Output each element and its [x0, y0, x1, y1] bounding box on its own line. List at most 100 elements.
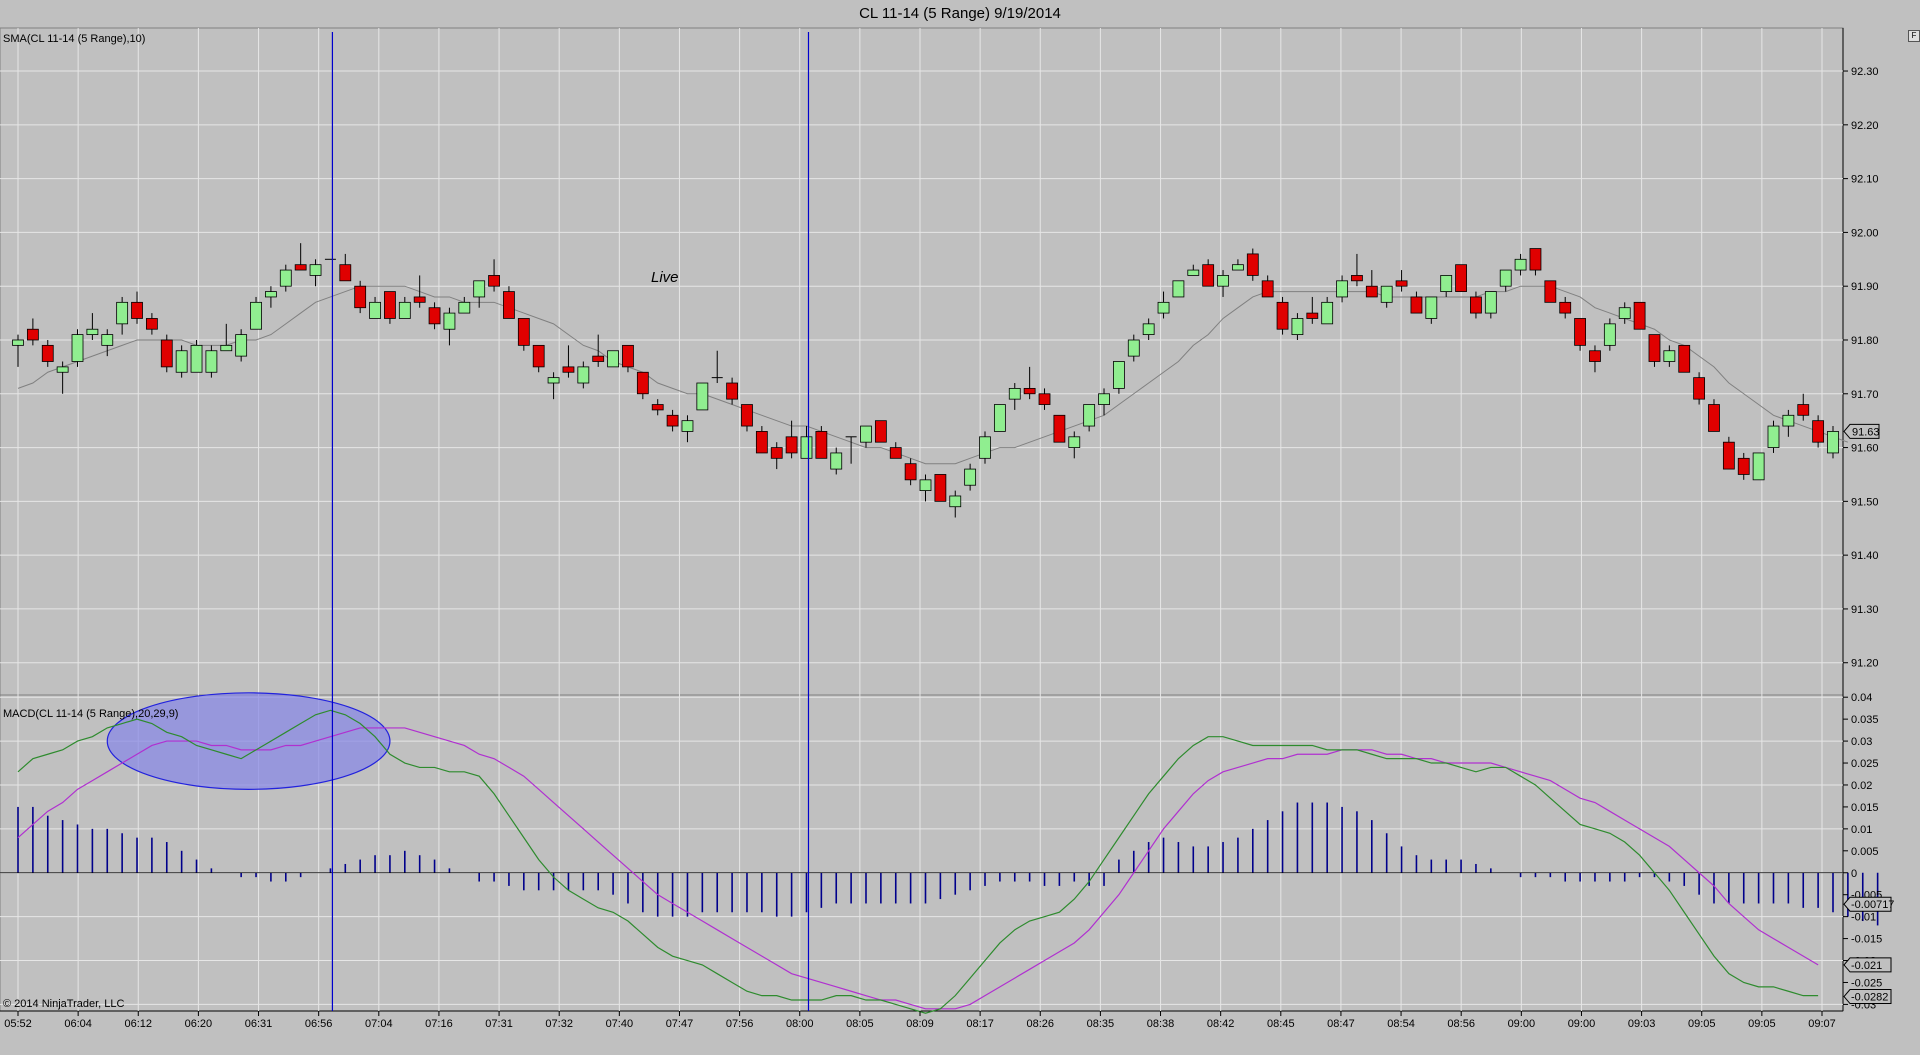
price-tick-label: 91.30 [1851, 604, 1879, 616]
macd-value-tag: -0.0282 [1843, 989, 1892, 1005]
candle [1455, 264, 1467, 292]
candle-body [517, 318, 530, 346]
candle [1544, 280, 1557, 303]
candle [815, 426, 828, 459]
candle [874, 420, 887, 443]
last-price-tag-box [1843, 423, 1880, 439]
candle-body [1276, 301, 1289, 330]
candle [1440, 275, 1453, 297]
candle [741, 404, 753, 432]
candle-body [145, 318, 158, 330]
candle [1276, 296, 1289, 335]
candle-body [874, 420, 887, 443]
candle-body [354, 285, 367, 309]
candle [175, 345, 188, 378]
macd-value-tag-text: -0.021 [1851, 960, 1882, 972]
candle-body [26, 328, 39, 341]
candle-body [1306, 312, 1319, 319]
candle [1068, 431, 1081, 459]
price-tick-label: 91.50 [1851, 496, 1879, 508]
price-tick-label: 92.10 [1851, 174, 1879, 186]
candle-body [71, 334, 84, 362]
candle [131, 291, 143, 324]
candle [294, 243, 307, 271]
time-tick-label: 07:32 [545, 1018, 573, 1030]
time-tick-label: 07:16 [425, 1018, 453, 1030]
candle [532, 344, 545, 373]
candle-body [1395, 280, 1408, 287]
candle [265, 286, 277, 308]
macd-line [17, 709, 1819, 1014]
candle-body [1023, 387, 1036, 395]
candle [1767, 420, 1780, 453]
candle [1038, 388, 1051, 410]
candle-body [1693, 377, 1706, 400]
time-tick-label: 08:38 [1147, 1018, 1175, 1030]
macd-tick-label: -0.01 [1851, 912, 1876, 924]
candle [1202, 259, 1215, 287]
candle [101, 329, 114, 357]
candle [800, 426, 813, 459]
price-tick-label: 91.80 [1851, 335, 1879, 347]
candle [428, 302, 441, 330]
time-tick-label: 08:47 [1327, 1018, 1355, 1030]
candle [1648, 334, 1661, 367]
candle [309, 259, 322, 287]
candle-body [1380, 285, 1393, 303]
macd-value-tag: -0.00717 [1843, 896, 1894, 912]
last-price-value: 91.63 [1852, 426, 1880, 438]
time-tick-label: 08:45 [1267, 1018, 1295, 1030]
candle-body [726, 382, 738, 400]
candle-body [592, 355, 605, 362]
candle-body [1827, 431, 1839, 454]
candle-body [503, 291, 515, 319]
candle [1633, 301, 1646, 330]
candle [1113, 361, 1125, 394]
candle-body [413, 296, 426, 303]
price-panel[interactable] [0, 27, 1844, 696]
macd-tick-label: 0.025 [1851, 758, 1879, 770]
candle-body [741, 404, 753, 427]
candle [1782, 409, 1795, 437]
macd-tick-label: 0.03 [1851, 736, 1872, 748]
highlight-ellipse[interactable] [106, 692, 391, 790]
candle-body [770, 447, 783, 459]
candle-body [1455, 264, 1467, 292]
candle-body [1544, 280, 1557, 303]
candle [1261, 275, 1274, 298]
candle-body [1038, 393, 1051, 405]
candle-body [949, 495, 962, 508]
candle-body [443, 312, 456, 330]
candle-body [785, 436, 798, 454]
time-tick-label: 08:26 [1027, 1018, 1055, 1030]
candle [1098, 388, 1110, 416]
time-tick-label: 05:52 [4, 1018, 32, 1030]
candle [755, 426, 768, 454]
candle [354, 280, 367, 314]
candle-body [1008, 387, 1021, 400]
candle-body [1113, 361, 1125, 389]
candle [889, 442, 902, 459]
candle-body [636, 371, 649, 395]
candle [1023, 366, 1036, 400]
candle-body [12, 339, 24, 346]
candle [1737, 452, 1750, 480]
candle-body [1633, 301, 1646, 330]
time-tick-label: 08:00 [786, 1018, 814, 1030]
time-tick-label: 06:12 [125, 1018, 153, 1030]
candle [1618, 302, 1631, 324]
candle-body [1365, 285, 1378, 298]
sma-line [17, 285, 1849, 465]
candle [1306, 296, 1319, 324]
time-tick-label: 09:05 [1688, 1018, 1716, 1030]
candle [369, 296, 381, 319]
candle-body [622, 344, 634, 368]
candle [681, 415, 694, 443]
candle [696, 382, 709, 411]
candlesticks [12, 243, 1839, 518]
candle [41, 339, 54, 367]
candle-body [160, 339, 173, 368]
candle [1395, 270, 1408, 292]
candle [785, 420, 798, 459]
